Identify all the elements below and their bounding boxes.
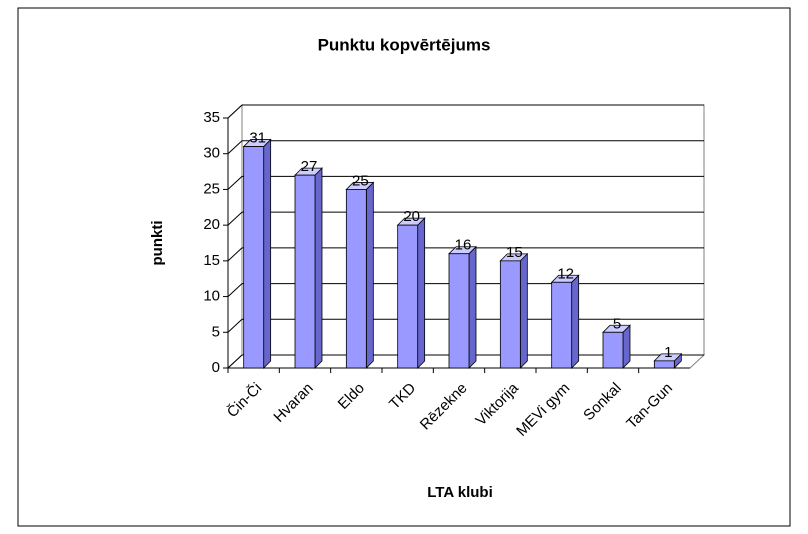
y-tick-label: 10 [203, 288, 220, 305]
bar-side [469, 247, 476, 368]
bar [500, 254, 527, 368]
side-wall [228, 105, 242, 368]
y-tick-label: 0 [212, 359, 220, 376]
bar [346, 182, 373, 368]
value-label: 1 [664, 344, 672, 361]
bar-side [366, 182, 373, 368]
bar-front [449, 254, 469, 368]
value-label: 27 [301, 158, 318, 175]
bar-front [295, 175, 315, 368]
bar [449, 247, 476, 368]
bar-front [552, 282, 572, 368]
y-tick-label: 5 [212, 323, 220, 340]
bar-side [264, 140, 271, 368]
bar-front [603, 332, 623, 368]
bar-side [520, 254, 527, 368]
bar [244, 140, 271, 368]
value-label: 15 [506, 244, 523, 261]
bar-front [398, 225, 418, 368]
bar-front [654, 361, 674, 368]
bar-front [500, 261, 520, 368]
value-label: 5 [613, 315, 621, 332]
bar-front [244, 147, 264, 368]
y-tick-label: 30 [203, 145, 220, 162]
chart-title: Punktu kopvērtējums [318, 35, 491, 54]
value-label: 16 [455, 237, 472, 254]
value-label: 25 [352, 172, 369, 189]
chart: Punktu kopvērtējums LTA klubi punkti 0 5 1… [0, 0, 808, 534]
y-tick-label: 20 [203, 216, 220, 233]
bar-side [572, 275, 579, 368]
value-label: 12 [557, 265, 574, 282]
x-axis-title: LTA klubi [427, 484, 493, 501]
value-label: 20 [403, 208, 420, 225]
y-tick-label: 25 [203, 180, 220, 197]
bar-side [418, 218, 425, 368]
y-tick-label: 35 [203, 109, 220, 126]
bar [552, 275, 579, 368]
bar [295, 168, 322, 368]
bar [398, 218, 425, 368]
y-axis-title: punkti [149, 221, 166, 266]
bar-side [315, 168, 322, 368]
y-tick-label: 15 [203, 252, 220, 269]
value-label: 31 [249, 130, 266, 147]
bar-front [346, 189, 366, 368]
